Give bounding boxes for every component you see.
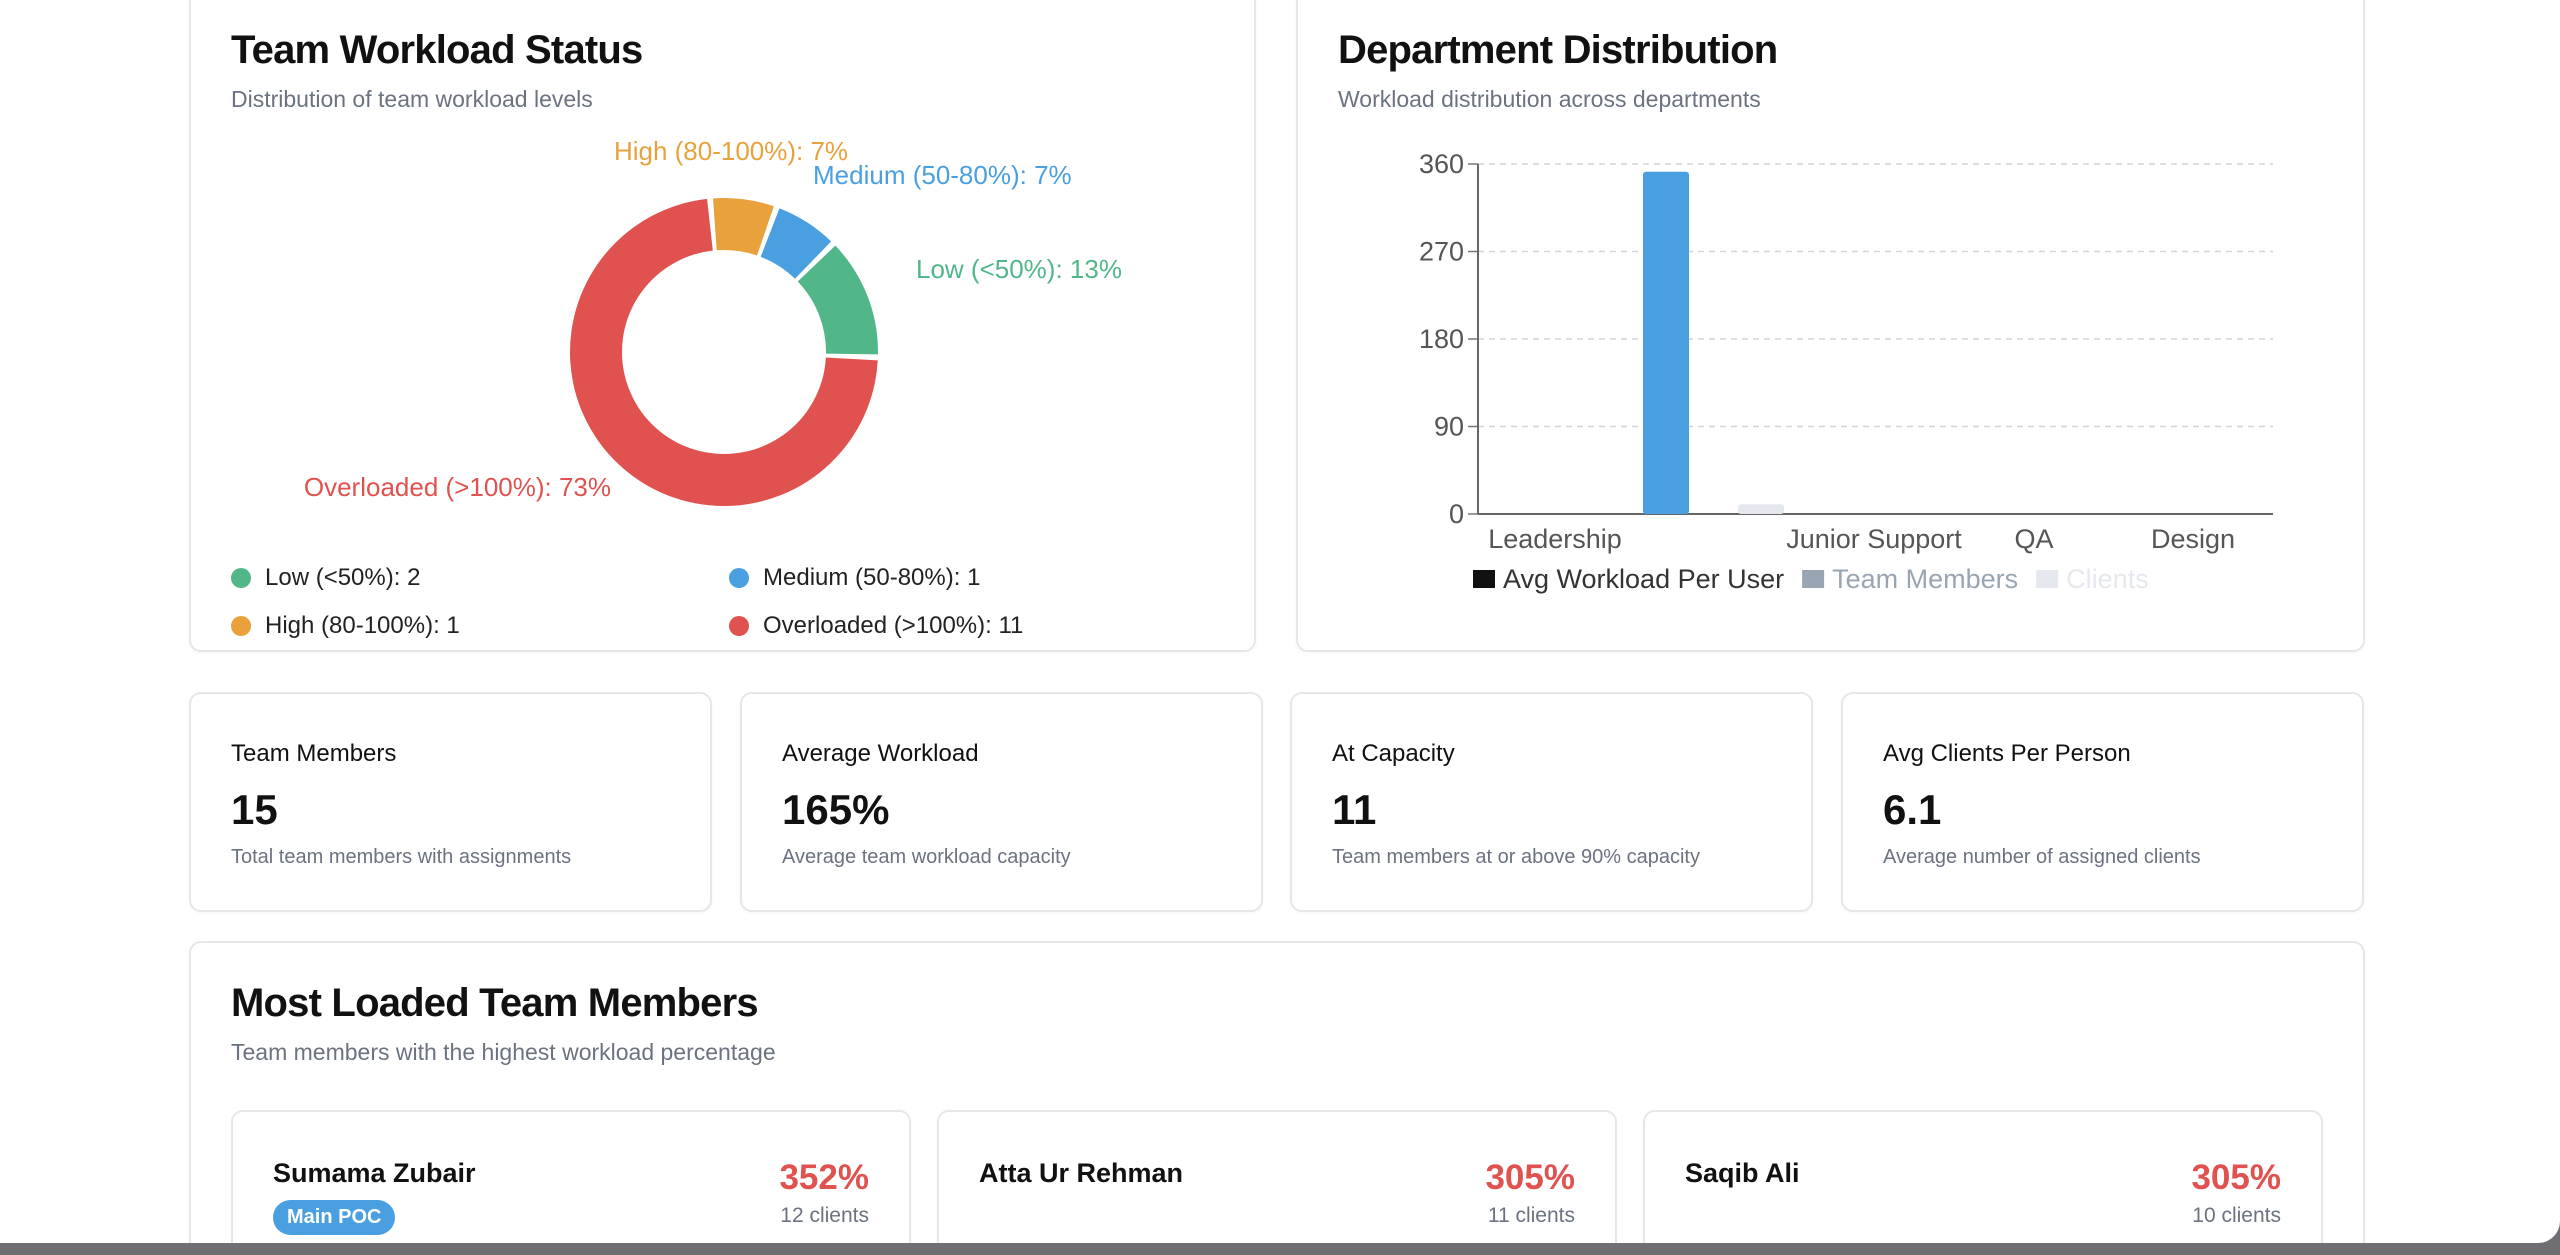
- stat-description: Average team workload capacity: [782, 846, 1071, 868]
- stat-card-avg-clients: Avg Clients Per Person 6.1 Average numbe…: [1841, 692, 2364, 912]
- donut-data-label: High (80-100%): 7%: [614, 140, 848, 166]
- x-tick-label: QA: [2014, 524, 2053, 554]
- legend-label: Low (<50%): 2: [265, 564, 421, 591]
- legend-label: Overloaded (>100%): 11: [763, 612, 1024, 639]
- stat-value: 11: [1332, 786, 1377, 833]
- y-tick-label: 270: [1419, 237, 1464, 267]
- stat-label: At Capacity: [1332, 740, 1455, 767]
- member-client-count: 12 clients: [780, 1204, 869, 1227]
- legend-item-high: High (80-100%): 1: [231, 612, 460, 640]
- stat-value: 15: [231, 786, 278, 833]
- member-card[interactable]: Atta Ur Rehman 305% 11 clients: [937, 1110, 1617, 1243]
- legend-label: Team Members: [1832, 564, 2018, 594]
- card-subtitle: Workload distribution across departments: [1338, 86, 1761, 112]
- department-distribution-card: Department Distribution Workload distrib…: [1296, 0, 2365, 652]
- workload-donut-chart: Low (<50%): 13% Medium (50-80%): 7%High (…: [304, 140, 1122, 507]
- card-subtitle: Team members with the highest workload p…: [231, 1039, 776, 1065]
- card-subtitle: Distribution of team workload levels: [231, 86, 593, 112]
- donut-slice-3: [570, 198, 878, 507]
- donut-slice-2: [712, 198, 774, 256]
- member-card[interactable]: Sumama Zubair Main POC 352% 12 clients: [231, 1110, 911, 1243]
- stat-description: Average number of assigned clients: [1883, 846, 2201, 868]
- bar-avg-workload-per-user: [1643, 171, 1689, 514]
- bar-clients: [1738, 504, 1784, 514]
- stat-description: Team members at or above 90% capacity: [1332, 846, 1700, 868]
- stat-card-average-workload: Average Workload 165% Average team workl…: [740, 692, 1263, 912]
- stat-card-at-capacity: At Capacity 11 Team members at or above …: [1290, 692, 1813, 912]
- member-name: Saqib Ali: [1685, 1158, 1800, 1188]
- workload-status-card: Team Workload Status Distribution of tea…: [189, 0, 1256, 652]
- member-name: Sumama Zubair: [273, 1158, 476, 1188]
- main-poc-badge: Main POC: [273, 1200, 396, 1235]
- legend-item-medium: Medium (50-80%): 1: [729, 564, 980, 592]
- member-card[interactable]: Saqib Ali 305% 10 clients: [1643, 1110, 2323, 1243]
- legend-dot-blue: [729, 568, 749, 588]
- legend-dot-red: [729, 616, 749, 636]
- donut-data-label: Low (<50%): 13%: [916, 254, 1122, 284]
- card-title: Department Distribution: [1338, 28, 1778, 72]
- stat-label: Team Members: [231, 740, 397, 767]
- legend-item-overloaded: Overloaded (>100%): 11: [729, 612, 1023, 640]
- legend-swatch: [1473, 570, 1495, 588]
- legend-label: Medium (50-80%): 1: [763, 564, 981, 591]
- stat-value: 6.1: [1883, 786, 1942, 833]
- legend-dot-green: [231, 568, 251, 588]
- member-client-count: 11 clients: [1487, 1204, 1575, 1227]
- stat-value: 165%: [782, 786, 890, 833]
- legend-swatch: [1802, 570, 1825, 588]
- legend-item-low: Low (<50%): 2: [231, 564, 420, 592]
- y-tick-label: 90: [1434, 412, 1464, 442]
- donut-slice-0: [797, 245, 879, 355]
- donut-data-label: Overloaded (>100%): 73%: [304, 472, 611, 502]
- y-tick-label: 0: [1449, 499, 1464, 529]
- legend-label: High (80-100%): 1: [265, 612, 460, 639]
- x-tick-label: Design: [2151, 524, 2235, 554]
- member-workload-percent: 352%: [779, 1158, 869, 1197]
- card-title: Most Loaded Team Members: [231, 981, 759, 1025]
- stat-description: Total team members with assignments: [231, 846, 572, 868]
- member-workload-percent: 305%: [1485, 1158, 1575, 1197]
- x-tick-label: Junior Support: [1786, 524, 1962, 554]
- legend-label: Avg Workload Per User: [1503, 564, 1784, 594]
- department-bar-chart: 0 90 180 270 360 Leadership Junior Support QA De…: [1419, 149, 2273, 594]
- legend-swatch: [2036, 570, 2059, 588]
- member-workload-percent: 305%: [2191, 1158, 2281, 1197]
- donut-data-label: Medium (50-80%): 7%: [813, 160, 1072, 190]
- stat-card-team-members: Team Members 15 Total team members with …: [189, 692, 712, 912]
- legend-label: Clients: [2066, 564, 2149, 594]
- card-title: Team Workload Status: [231, 28, 643, 72]
- y-tick-label: 180: [1419, 324, 1464, 354]
- donut-slice-1: [760, 208, 832, 279]
- y-tick-label: 360: [1419, 149, 1464, 179]
- x-tick-label: Leadership: [1488, 524, 1622, 554]
- member-name: Atta Ur Rehman: [979, 1158, 1184, 1188]
- stat-label: Avg Clients Per Person: [1883, 740, 2131, 767]
- legend-dot-orange: [231, 616, 251, 636]
- member-client-count: 10 clients: [2192, 1204, 2281, 1227]
- stat-label: Average Workload: [782, 740, 979, 767]
